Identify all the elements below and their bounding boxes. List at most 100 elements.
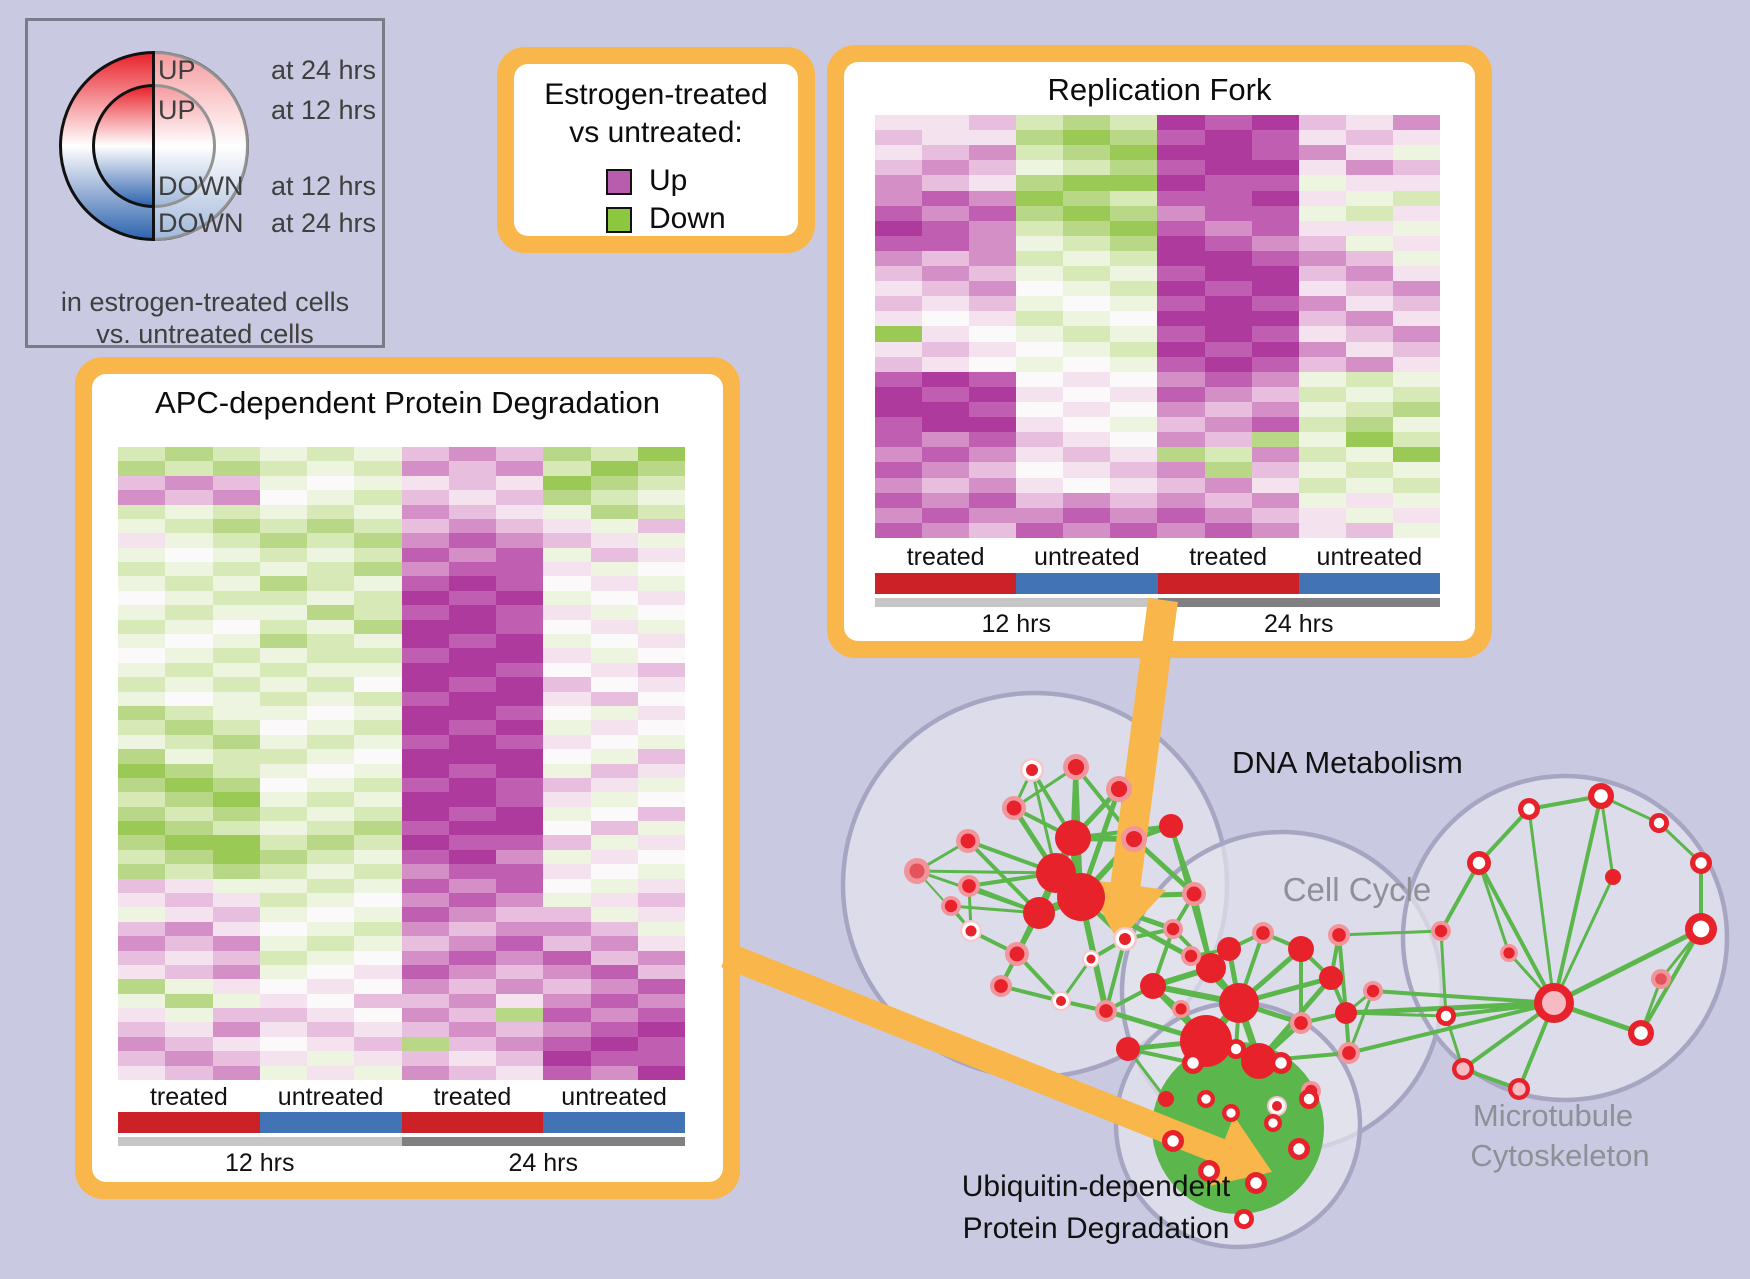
heatmap-cell — [1392, 326, 1440, 342]
heatmap-cell — [354, 634, 402, 649]
heatmap-cell — [1016, 220, 1064, 236]
network-node-h — [1110, 780, 1128, 798]
heatmap-cell — [1110, 160, 1158, 176]
heatmap-cell — [1345, 281, 1393, 297]
heatmap-cell — [1157, 281, 1205, 297]
heatmap-cell — [1016, 296, 1064, 312]
heatmap-cell — [448, 490, 496, 505]
heatmap-cell — [969, 190, 1017, 206]
heatmap-cell — [118, 461, 166, 476]
heatmap-cell — [922, 417, 970, 433]
heatmap-cell — [401, 950, 449, 965]
heatmap-cell — [1251, 492, 1299, 508]
heatmap-cell — [165, 821, 213, 836]
heatmap-cell — [875, 371, 923, 387]
heatmap-cell — [922, 130, 970, 146]
heatmap-cell — [118, 447, 166, 462]
heatmap-cell — [1110, 462, 1158, 478]
heatmap-cell — [1016, 311, 1064, 327]
network-node-h — [1294, 1016, 1308, 1030]
heatmap-cell — [1063, 220, 1111, 236]
heatmap-cell — [1063, 190, 1111, 206]
heatmap-cell — [1251, 462, 1299, 478]
heatmap-cell — [543, 806, 591, 822]
heatmap-cell — [165, 1065, 213, 1080]
heatmap-cell — [1345, 507, 1393, 523]
heatmap-cell — [401, 835, 449, 850]
heatmap-cell — [496, 461, 544, 476]
heatmap-cell — [118, 950, 166, 965]
heatmap-cell — [307, 1008, 355, 1023]
network-node-s — [1217, 937, 1241, 961]
heatmap-cell — [118, 907, 166, 922]
heatmap-cell — [637, 792, 685, 807]
heatmap-cell — [496, 504, 544, 519]
apc-time-label-24: 24 hrs — [508, 1149, 578, 1177]
heatmap-cell — [1392, 477, 1440, 493]
heatmap-cell — [354, 447, 402, 462]
heatmap-cell — [1298, 356, 1346, 372]
heatmap-cell — [922, 220, 970, 236]
heatmap-cell — [496, 576, 544, 591]
heatmap-cell — [118, 1051, 166, 1066]
heatmap-cell — [259, 792, 307, 807]
heatmap-cell — [1016, 235, 1064, 251]
heatmap-cell — [969, 356, 1017, 372]
heatmap-cell — [637, 964, 685, 980]
heatmap-cell — [354, 576, 402, 591]
heatmap-cell — [118, 576, 166, 591]
heatmap-cell — [307, 533, 355, 548]
heatmap-cell — [1298, 432, 1346, 448]
heatmap-cell — [212, 964, 260, 980]
heatmap-cell — [875, 175, 923, 191]
heatmap-cell — [354, 533, 402, 548]
heatmap-cell — [165, 734, 213, 750]
heatmap-cell — [922, 145, 970, 161]
heatmap-cell — [118, 562, 166, 577]
heatmap-cell — [1110, 175, 1158, 191]
heatmap-cell — [1110, 492, 1158, 508]
heatmap-cell — [637, 475, 685, 491]
heatmap-cell — [401, 1051, 449, 1066]
heatmap-cell — [212, 533, 260, 548]
heatmap-cell — [543, 1008, 591, 1023]
heatmap-cell — [1110, 235, 1158, 251]
heatmap-cell — [118, 490, 166, 505]
heatmap-cell — [496, 821, 544, 836]
heatmap-cell — [969, 311, 1017, 327]
heatmap-cell — [1157, 447, 1205, 463]
heatmap-cell — [543, 749, 591, 764]
heatmap-cell — [307, 590, 355, 606]
heatmap-cell — [259, 533, 307, 548]
heatmap-cell — [590, 461, 638, 476]
heatmap-cell — [118, 878, 166, 893]
network-edge — [1477, 862, 1556, 1004]
heatmap-cell — [1157, 115, 1205, 131]
heatmap-cell — [1345, 402, 1393, 418]
heatmap-cell — [637, 562, 685, 577]
network-edge — [1345, 1011, 1447, 1018]
heatmap-cell — [118, 763, 166, 778]
heatmap-cell — [590, 475, 638, 491]
heatmap-cell — [1392, 160, 1440, 176]
heatmap-cell — [637, 921, 685, 937]
heatmap-cell — [165, 475, 213, 491]
heatmap-cell — [118, 864, 166, 879]
heatmap-cell — [496, 792, 544, 807]
up-swatch-label: Up — [649, 164, 688, 197]
heatmap-cell — [212, 979, 260, 994]
heatmap-cell — [1345, 356, 1393, 372]
heatmap-cell — [212, 734, 260, 750]
heatmap-cell — [448, 734, 496, 750]
network-node-wp — [1456, 1062, 1470, 1076]
network-edge — [966, 839, 1041, 915]
heatmap-cell — [118, 777, 166, 793]
heatmap-cell — [496, 547, 544, 563]
heatmap-cell — [1298, 311, 1346, 327]
heatmap-cell — [496, 777, 544, 793]
heatmap-cell — [401, 763, 449, 778]
heatmap-cell — [1204, 356, 1252, 372]
heatmap-cell — [401, 892, 449, 908]
heatmap-cell — [401, 691, 449, 706]
heatmap-cell — [165, 993, 213, 1009]
